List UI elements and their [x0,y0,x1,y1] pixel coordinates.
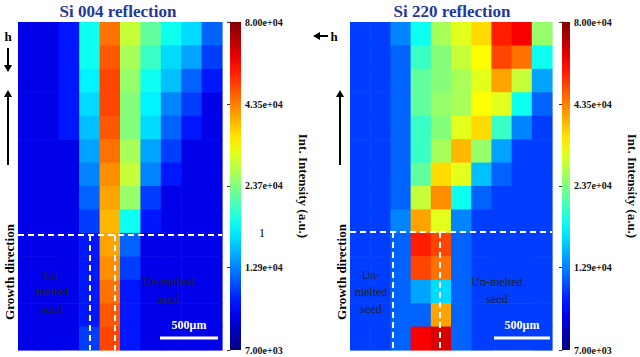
svg-text:Si 004 reflection: Si 004 reflection [60,2,177,21]
svg-text:8.00e+04: 8.00e+04 [245,17,283,28]
svg-text:Un-: Un- [43,268,62,282]
svg-text:Un-melted: Un-melted [142,275,193,289]
svg-text:seed: seed [360,302,381,316]
svg-text:8.00e+04: 8.00e+04 [574,17,612,28]
svg-text:2.37e+04: 2.37e+04 [574,180,612,191]
svg-text:1: 1 [259,226,265,240]
svg-text:4.35e+04: 4.35e+04 [245,99,283,110]
svg-text:melted: melted [36,285,69,299]
svg-text:1.29e+04: 1.29e+04 [245,262,283,273]
svg-text:seed: seed [41,302,62,316]
svg-text:2.37e+04: 2.37e+04 [245,180,283,191]
svg-text:h: h [4,29,12,44]
svg-text:melted: melted [355,285,388,299]
svg-text:Int. Intensity (a.u.): Int. Intensity (a.u.) [296,134,311,238]
svg-text:4.35e+04: 4.35e+04 [574,99,612,110]
svg-text:seed: seed [157,292,178,306]
svg-text:h: h [330,29,338,44]
svg-text:500μm: 500μm [505,318,540,332]
svg-text:7.00e+03: 7.00e+03 [245,345,283,356]
svg-text:Si 220 reflection: Si 220 reflection [394,2,511,21]
svg-text:Growth direction: Growth direction [2,223,17,320]
svg-text:Un-melted: Un-melted [471,275,522,289]
svg-text:500μm: 500μm [172,318,207,332]
svg-text:7.00e+03: 7.00e+03 [574,345,612,356]
svg-text:1.29e+04: 1.29e+04 [574,262,612,273]
svg-text:seed: seed [486,292,507,306]
svg-text:Int. Intensity (a.u.): Int. Intensity (a.u.) [625,134,640,238]
svg-text:Un-: Un- [362,268,381,282]
svg-text:Growth direction: Growth direction [334,223,349,320]
